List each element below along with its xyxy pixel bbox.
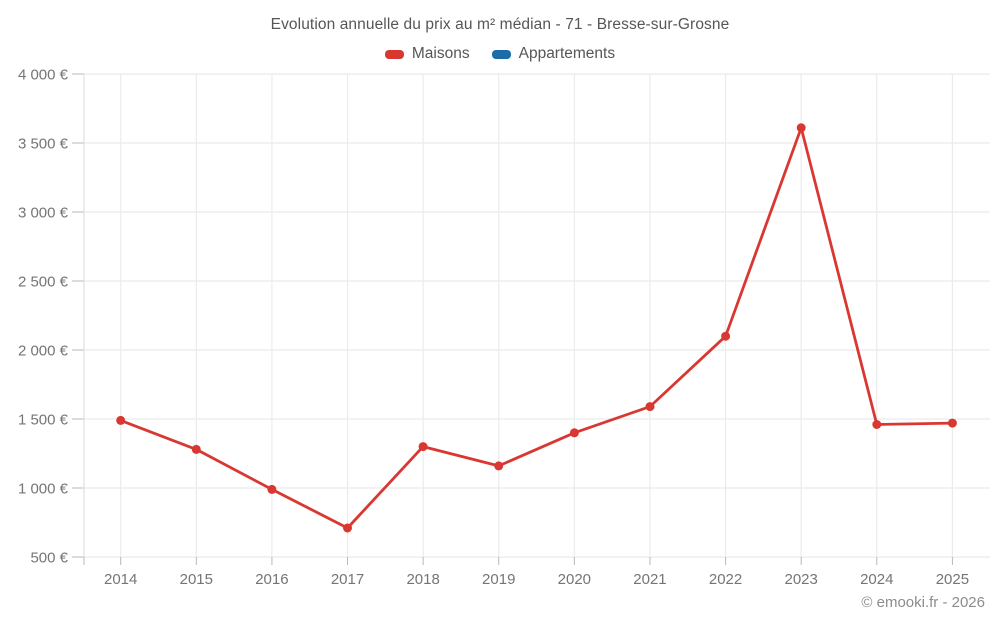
y-tick-label: 500 € [30, 550, 68, 567]
series-line-maisons [119, 126, 954, 530]
y-tick-label: 2 500 € [18, 274, 69, 291]
x-tick-label: 2024 [860, 571, 893, 588]
legend-label: Maisons [411, 45, 470, 62]
chart-legend: Maisons Appartements [0, 45, 1000, 63]
data-point-maisons-2023[interactable] [796, 123, 806, 133]
x-tick-label: 2020 [558, 571, 591, 588]
y-tick-label: 2 000 € [18, 343, 69, 360]
x-tick-label: 2018 [406, 571, 439, 588]
legend-swatch-maisons [384, 49, 404, 59]
x-tick-label: 2021 [633, 571, 666, 588]
x-tick-label: 2025 [936, 571, 969, 588]
x-tick-label: 2019 [482, 571, 515, 588]
legend-label: Appartements [518, 45, 616, 62]
legend-item-maisons[interactable]: Maisons [384, 45, 470, 63]
data-point-maisons-2015[interactable] [191, 444, 201, 454]
data-point-maisons-2019[interactable] [494, 461, 504, 471]
data-point-maisons-2022[interactable] [721, 331, 731, 341]
x-tick-label: 2016 [255, 571, 288, 588]
data-point-maisons-2016[interactable] [267, 484, 277, 494]
data-point-maisons-2025[interactable] [947, 418, 957, 428]
data-point-maisons-2017[interactable] [343, 523, 352, 533]
data-point-maisons-2020[interactable] [569, 428, 579, 438]
y-tick-label: 1 000 € [18, 481, 69, 498]
chart-title: Evolution annuelle du prix au m² médian … [270, 16, 730, 33]
x-tick-label: 2014 [104, 571, 137, 588]
data-point-maisons-2021[interactable] [645, 402, 655, 412]
data-point-maisons-2024[interactable] [872, 420, 882, 429]
legend-item-appartements[interactable]: Appartements [491, 45, 616, 63]
data-point-maisons-2014[interactable] [116, 415, 126, 425]
x-tick-label: 2017 [331, 571, 364, 588]
y-tick-label: 3 000 € [18, 205, 69, 222]
y-tick-label: 1 500 € [18, 412, 69, 429]
y-tick-label: 3 500 € [18, 136, 69, 153]
x-tick-label: 2022 [709, 571, 742, 588]
legend-swatch-appartements [491, 49, 511, 59]
attribution-watermark: © emooki.fr - 2026 [861, 594, 985, 611]
data-point-maisons-2018[interactable] [418, 442, 428, 452]
x-tick-label: 2023 [784, 571, 817, 588]
x-tick-label: 2015 [180, 571, 213, 588]
y-tick-label: 4 000 € [18, 67, 69, 84]
